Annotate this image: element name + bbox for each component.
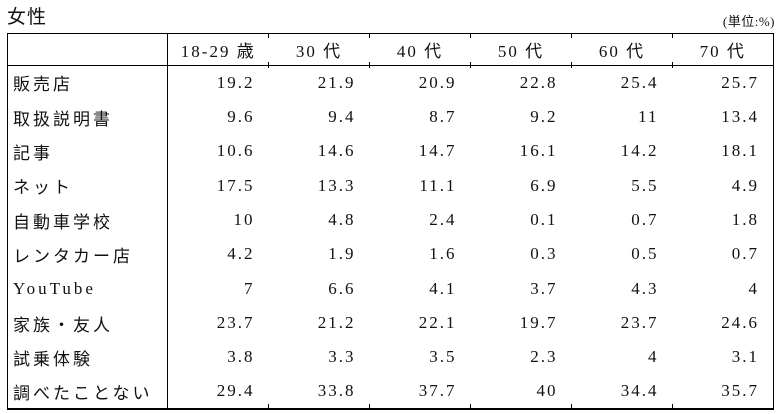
cell-value: 4.9 (731, 175, 759, 195)
cell-value: 3.8 (227, 347, 255, 367)
row-label: 試乗体験 (7, 340, 168, 375)
cell-value: 29.4 (216, 381, 255, 401)
cell-value: 40 (470, 375, 572, 410)
cell-value: 20.9 (418, 72, 457, 92)
cell-value: 4 (748, 278, 759, 298)
table-row: 販売店 19.2 21.9 20.9 22.8 25.4 25.7 (7, 65, 774, 100)
cell-value: 22.8 (519, 72, 558, 92)
cell-value: 1.9 (328, 244, 356, 264)
row-label: 家族・友人 (7, 305, 168, 341)
cell-value: 0.5 (631, 244, 659, 264)
row-label: ネット (7, 168, 168, 203)
cell-value: 14.7 (418, 141, 457, 161)
row-label: 記事 (7, 134, 168, 169)
cell-value: 0.1 (530, 210, 558, 230)
cell-value: 24.6 (721, 313, 759, 333)
table-row: 自動車学校 10 4.8 2.4 0.1 0.7 1.8 (7, 202, 774, 238)
cell-value: 10.6 (216, 141, 255, 161)
row-label: 自動車学校 (7, 202, 168, 238)
table-row: 家族・友人 23.7 21.2 22.1 19.7 23.7 24.6 (7, 305, 774, 341)
cell-value: 25.4 (620, 72, 659, 92)
cell-value: 1.8 (731, 210, 759, 230)
row-label: 取扱説明書 (7, 99, 168, 135)
cell-value: 23.7 (620, 313, 659, 333)
cell-value: 3.7 (530, 278, 558, 298)
cell-value: 2.4 (429, 210, 457, 230)
cell-value: 4.2 (227, 244, 255, 264)
col-header-30s: 30 代 (268, 32, 370, 68)
data-table: 18-29 歳 30 代 40 代 50 代 60 代 70 代 販売店 19.… (7, 32, 774, 410)
cell-value: 3.3 (328, 347, 356, 367)
cell-value: 4.3 (631, 278, 659, 298)
cell-value: 21.2 (317, 313, 356, 333)
cell-value: 18.1 (721, 141, 759, 161)
col-header-50s: 50 代 (470, 32, 572, 68)
table-row: YouTube 7 6.6 4.1 3.7 4.3 4 (7, 271, 774, 306)
table-row: 取扱説明書 9.6 9.4 8.7 9.2 11 13.4 (7, 99, 774, 135)
header-row: 18-29 歳 30 代 40 代 50 代 60 代 70 代 (7, 32, 774, 68)
col-header-40s: 40 代 (369, 32, 471, 68)
table-row: レンタカー店 4.2 1.9 1.6 0.3 0.5 0.7 (7, 237, 774, 272)
cell-value: 3.1 (731, 347, 759, 367)
cell-value: 2.3 (530, 347, 558, 367)
cell-value: 0.3 (530, 244, 558, 264)
cell-value: 8.7 (429, 107, 457, 127)
cell-value: 7 (244, 278, 255, 298)
table-row: 記事 10.6 14.6 14.7 16.1 14.2 18.1 (7, 134, 774, 169)
table-row: 調べたことない 29.4 33.8 37.7 40 34.4 35.7 (7, 374, 774, 410)
table-row: ネット 17.5 13.3 11.1 6.9 5.5 4.9 (7, 168, 774, 203)
cell-value: 13.3 (317, 175, 356, 195)
cell-value: 9.4 (328, 107, 356, 127)
cell-value: 0.7 (731, 244, 759, 264)
cell-value: 9.6 (227, 107, 255, 127)
cell-value: 0.7 (631, 210, 659, 230)
cell-value: 35.7 (672, 375, 774, 410)
cell-value: 19.7 (519, 313, 558, 333)
row-label: 販売店 (7, 65, 168, 100)
row-label: レンタカー店 (7, 237, 168, 272)
cell-value: 22.1 (418, 313, 457, 333)
cell-value: 33.8 (268, 375, 370, 410)
cell-value: 3.5 (429, 347, 457, 367)
cell-value: 4.1 (429, 278, 457, 298)
cell-value: 14.2 (620, 141, 659, 161)
cell-value: 1.6 (429, 244, 457, 264)
row-label: YouTube (7, 271, 168, 306)
table-row: 試乗体験 3.8 3.3 3.5 2.3 4 3.1 (7, 340, 774, 375)
cell-value: 21.9 (317, 72, 356, 92)
unit-label: (単位:%) (722, 14, 775, 29)
col-header-18-29: 18-29 歳 (167, 33, 269, 66)
corner-cell (7, 33, 168, 66)
cell-value: 6.9 (530, 175, 558, 195)
col-header-60s: 60 代 (571, 32, 673, 68)
cell-value: 37.7 (369, 375, 471, 410)
cell-value: 23.7 (216, 313, 255, 333)
col-header-70s: 70 代 (672, 32, 774, 68)
cell-value: 34.4 (571, 375, 673, 410)
cell-value: 10 (233, 210, 255, 230)
cell-value: 9.2 (530, 107, 558, 127)
cell-value: 11 (638, 107, 659, 127)
cell-value: 13.4 (721, 107, 759, 127)
cell-value: 11.1 (419, 175, 457, 195)
cell-value: 14.6 (317, 141, 356, 161)
cell-value: 19.2 (216, 72, 255, 92)
cell-value: 17.5 (216, 175, 255, 195)
cell-value: 5.5 (631, 175, 659, 195)
cell-value: 4.8 (328, 210, 356, 230)
row-label: 調べたことない (7, 374, 168, 409)
cell-value: 4 (648, 347, 659, 367)
cell-value: 25.7 (721, 72, 759, 92)
cell-value: 16.1 (519, 141, 558, 161)
cell-value: 6.6 (328, 278, 356, 298)
page-title: 女性 (7, 7, 48, 28)
